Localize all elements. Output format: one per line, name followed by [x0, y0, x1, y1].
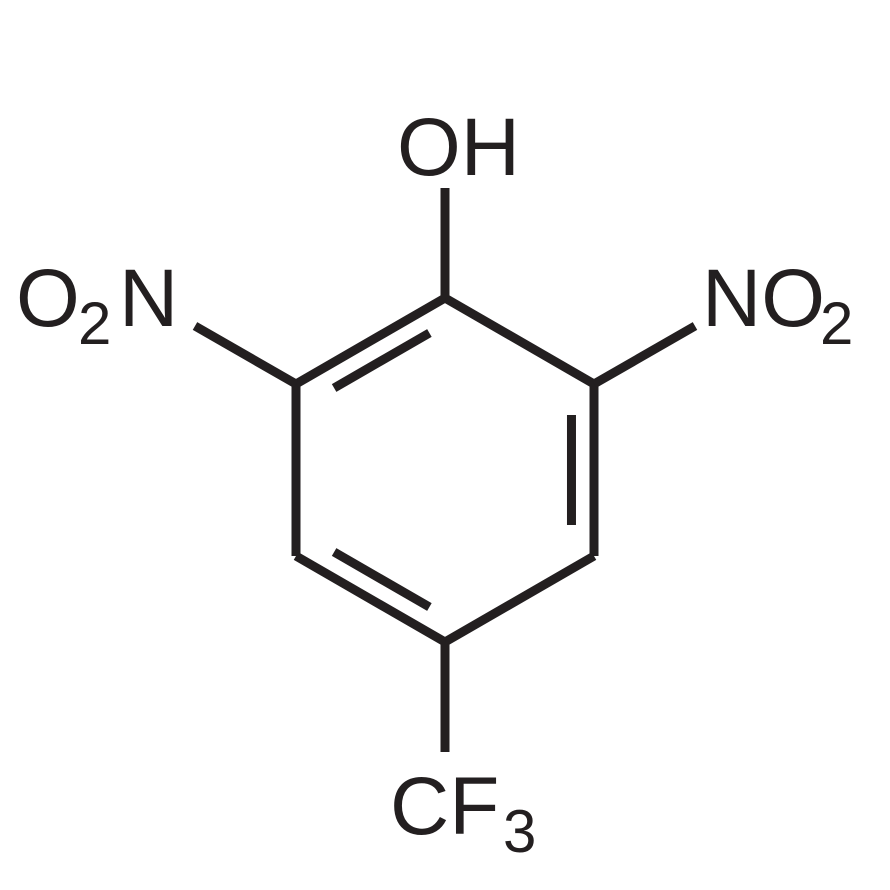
svg-text:2: 2	[820, 290, 853, 357]
svg-text:OH: OH	[397, 102, 520, 193]
svg-text:3: 3	[503, 798, 536, 865]
svg-text:O: O	[16, 253, 80, 344]
svg-text:2: 2	[78, 290, 111, 357]
svg-text:CF: CF	[390, 761, 499, 852]
svg-text:N: N	[119, 253, 178, 344]
svg-text:NO: NO	[702, 253, 825, 344]
